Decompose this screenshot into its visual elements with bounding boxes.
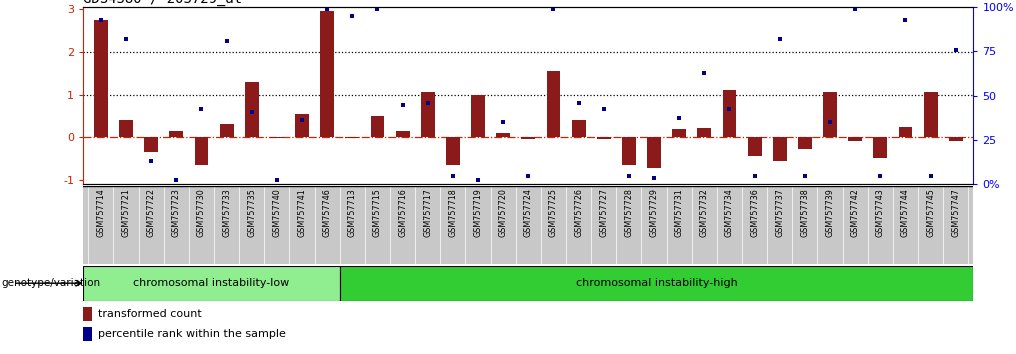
Text: GSM757724: GSM757724 (524, 188, 532, 237)
Text: GSM757717: GSM757717 (424, 188, 432, 237)
Text: GSM757741: GSM757741 (298, 188, 307, 237)
Text: GSM757716: GSM757716 (398, 188, 407, 237)
Bar (823, 92, 837, 137)
Text: GSM757743: GSM757743 (876, 188, 885, 237)
Bar (924, 92, 938, 137)
Text: GSM757737: GSM757737 (775, 188, 784, 237)
Text: GDS4380 / 203729_at: GDS4380 / 203729_at (83, 0, 243, 6)
Bar (119, 120, 133, 137)
Text: GSM757723: GSM757723 (172, 188, 181, 237)
Text: GSM757736: GSM757736 (750, 188, 759, 237)
Text: GSM757747: GSM757747 (951, 188, 960, 237)
Bar (94, 20, 108, 137)
Bar (798, 137, 812, 149)
Text: GSM757738: GSM757738 (801, 188, 810, 237)
Text: chromosomal instability-low: chromosomal instability-low (133, 278, 290, 288)
Bar (722, 90, 737, 137)
Text: GSM757735: GSM757735 (247, 188, 256, 237)
Bar (270, 137, 283, 138)
Text: genotype/variation: genotype/variation (1, 278, 101, 288)
Bar (320, 11, 334, 137)
Text: GSM757720: GSM757720 (499, 188, 508, 237)
Bar (170, 131, 183, 137)
Bar (83, 327, 92, 341)
Text: GSM757726: GSM757726 (574, 188, 583, 237)
Bar (622, 137, 636, 165)
Bar (748, 137, 762, 156)
Bar (144, 137, 158, 152)
Text: GSM757739: GSM757739 (826, 188, 834, 237)
Bar (673, 129, 686, 137)
Text: percentile rank within the sample: percentile rank within the sample (98, 329, 285, 339)
Text: GSM757718: GSM757718 (448, 188, 457, 237)
Bar (898, 126, 912, 137)
Text: GSM757731: GSM757731 (675, 188, 684, 237)
Bar (848, 137, 862, 142)
Bar (596, 137, 611, 139)
Bar (421, 92, 435, 137)
Text: GSM757715: GSM757715 (373, 188, 382, 237)
Text: chromosomal instability-high: chromosomal instability-high (576, 278, 738, 288)
Bar (773, 137, 786, 161)
FancyBboxPatch shape (339, 266, 973, 301)
Bar (345, 137, 360, 138)
Text: GSM757721: GSM757721 (122, 188, 130, 237)
FancyBboxPatch shape (83, 266, 339, 301)
Bar (195, 137, 208, 165)
Bar (949, 137, 962, 142)
Bar (496, 133, 510, 137)
Text: GSM757742: GSM757742 (850, 188, 860, 237)
Bar (471, 95, 485, 137)
Bar (572, 120, 585, 137)
Text: GSM757722: GSM757722 (146, 188, 155, 237)
Text: GSM757745: GSM757745 (927, 188, 935, 237)
Text: GSM757719: GSM757719 (473, 188, 483, 237)
Text: GSM757714: GSM757714 (97, 188, 106, 237)
Text: GSM757740: GSM757740 (272, 188, 281, 237)
Bar (83, 307, 92, 321)
Text: GSM757746: GSM757746 (323, 188, 331, 237)
Bar (295, 114, 309, 137)
Text: GSM757725: GSM757725 (549, 188, 558, 237)
Bar (395, 131, 409, 137)
Text: GSM757744: GSM757744 (901, 188, 910, 237)
Bar (446, 137, 460, 165)
Bar (371, 116, 384, 137)
Bar (219, 124, 234, 137)
Bar (521, 137, 535, 139)
Text: GSM757727: GSM757727 (599, 188, 609, 237)
Text: GSM757733: GSM757733 (223, 188, 231, 237)
Text: GSM757734: GSM757734 (725, 188, 734, 237)
Bar (647, 137, 661, 168)
Text: transformed count: transformed count (98, 309, 201, 319)
Text: GSM757730: GSM757730 (197, 188, 206, 237)
Bar (874, 137, 887, 159)
Text: GSM757729: GSM757729 (649, 188, 658, 237)
Text: GSM757713: GSM757713 (347, 188, 357, 237)
Bar (547, 71, 561, 137)
Bar (245, 82, 259, 137)
Text: GSM757728: GSM757728 (625, 188, 633, 237)
Bar (697, 128, 711, 137)
Text: GSM757732: GSM757732 (700, 188, 709, 237)
